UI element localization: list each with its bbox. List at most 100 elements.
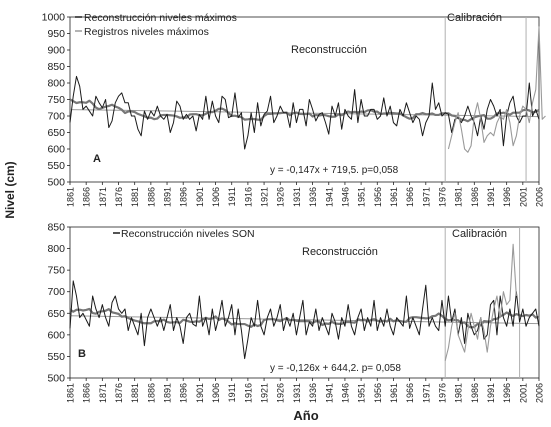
panel-b-x-tick-label: 1896	[179, 383, 189, 403]
panel-b-y-tick-label: 500	[47, 373, 65, 385]
panel-a-calibration-lines	[444, 17, 527, 182]
panel-b-x-tick-label: 2001	[518, 383, 528, 403]
panel-a-x-tick-label: 2006	[535, 187, 545, 207]
panel-a-chart: 500 550 600 650 700 750 800 850 900 950 1000 1861 1…	[42, 12, 546, 207]
panel-a-legend: Reconstrucción niveles máximos Registros…	[75, 12, 237, 38]
panel-a-y-tick-label: 700	[47, 111, 65, 123]
panel-a-y-tick-label: 950	[47, 28, 65, 40]
panel-a-records-line	[447, 26, 546, 153]
panel-a-x-tick-label: 1956	[373, 187, 383, 207]
panel-b-x-tick-label: 1876	[114, 383, 124, 403]
panel-a-y-tick-label: 850	[47, 61, 65, 73]
panel-a-x-tick-label: 1996	[502, 187, 512, 207]
panel-b-calibration-label: Calibración	[452, 228, 507, 240]
panel-b-x-tick-label: 1961	[389, 383, 399, 403]
panel-a-x-tick-label: 1946	[340, 187, 350, 207]
panel-a-legend-label-1: Reconstrucción niveles máximos	[84, 12, 237, 24]
panel-a-y-tick-label: 600	[47, 144, 65, 156]
panel-b-letter-label: B	[78, 348, 86, 360]
panel-b-y-tick-label: 600	[47, 329, 65, 341]
panel-a-x-ticks: 1861 1866 1871 1876 1881 1886 1891 1896 1901 1906…	[66, 182, 545, 207]
panel-a-y-tick-label: 800	[47, 78, 65, 90]
panel-b-x-tick-label: 2006	[535, 383, 545, 403]
panel-a-y-tick-label: 750	[47, 94, 65, 106]
panel-a-series	[69, 26, 546, 153]
panel-a-x-tick-label: 1881	[130, 187, 140, 207]
panel-b-legend: Reconstrucción niveles SON	[113, 228, 255, 240]
panel-b-chart: 500 550 600 650 700 750 800 850 1861 1866 1871 187…	[47, 222, 544, 404]
panel-a-plot-area	[69, 16, 540, 183]
panel-b-y-tick-label: 650	[47, 308, 65, 320]
panel-b-x-tick-label: 1881	[130, 383, 140, 403]
panel-b-calibration-lines	[444, 227, 521, 378]
panel-a-x-tick-label: 1861	[66, 187, 76, 207]
panel-b-x-tick-label: 1986	[470, 383, 480, 403]
panel-b-y-tick-label: 850	[47, 222, 65, 234]
panel-a-x-tick-label: 1961	[389, 187, 399, 207]
panel-b-x-tick-label: 1936	[308, 383, 318, 403]
panel-a-x-tick-label: 1891	[163, 187, 173, 207]
panel-b-y-tick-label: 550	[47, 351, 65, 363]
panel-a-x-tick-label: 1951	[357, 187, 367, 207]
panel-b-x-tick-label: 1931	[292, 383, 302, 403]
panel-a-x-tick-label: 1896	[179, 187, 189, 207]
panel-a-legend-label-2: Registros niveles máximos	[84, 26, 209, 38]
panel-b-x-tick-label: 1891	[163, 383, 173, 403]
panel-b-x-tick-label: 1861	[66, 383, 76, 403]
panel-a-y-tick-label: 650	[47, 127, 65, 139]
panel-a-y-ticks: 500 550 600 650 700 750 800 850 900 950 1000	[42, 12, 70, 189]
panel-b-y-ticks: 500 550 600 650 700 750 800 850	[47, 222, 70, 385]
panel-a-y-tick-label: 900	[47, 45, 65, 57]
panel-b-x-tick-label: 1901	[195, 383, 205, 403]
panel-a-x-tick-label: 1991	[486, 187, 496, 207]
panel-a-x-tick-label: 1966	[405, 187, 415, 207]
panel-a-x-tick-label: 1901	[195, 187, 205, 207]
panel-b-series	[69, 243, 540, 361]
panel-a-y-tick-label: 1000	[42, 12, 66, 24]
panel-a-x-tick-label: 2001	[518, 187, 528, 207]
panel-a-y-tick-label: 500	[47, 177, 65, 189]
panel-a-x-tick-label: 1936	[308, 187, 318, 207]
panel-b-x-tick-label: 1886	[146, 383, 156, 403]
panel-a-letter-label: A	[93, 153, 101, 165]
panel-a-x-tick-label: 1931	[292, 187, 302, 207]
panel-b-x-tick-label: 1966	[405, 383, 415, 403]
panel-a-x-tick-label: 1976	[437, 187, 447, 207]
panel-b-x-tick-label: 1981	[454, 383, 464, 403]
panel-b-y-tick-label: 800	[47, 243, 65, 255]
panel-b-y-tick-label: 700	[47, 286, 65, 298]
panel-a-x-tick-label: 1986	[470, 187, 480, 207]
panel-a-x-tick-label: 1866	[82, 187, 92, 207]
panel-a-calibration-label: Calibración	[447, 12, 502, 24]
panel-b-x-tick-label: 1871	[98, 383, 108, 403]
panel-b-legend-label-1: Reconstrucción niveles SON	[121, 228, 255, 240]
panel-a-x-tick-label: 1926	[276, 187, 286, 207]
panel-a-x-tick-label: 1971	[421, 187, 431, 207]
panel-b-reconstruction-line	[69, 280, 540, 360]
panel-a-x-tick-label: 1921	[260, 187, 270, 207]
panel-b-x-tick-label: 1911	[227, 383, 237, 402]
panel-a-reconstruction-line	[69, 75, 540, 150]
panel-a-x-tick-label: 1941	[324, 187, 334, 207]
panel-b-x-tick-label: 1906	[211, 383, 221, 403]
panel-a-reconstruction-label: Reconstrucción	[291, 44, 367, 56]
panel-b-plot-area	[69, 226, 540, 379]
panel-b-reconstruction-label: Reconstrucción	[302, 246, 378, 258]
shared-x-axis-label: Año	[293, 408, 318, 423]
panel-a-x-tick-label: 1886	[146, 187, 156, 207]
panel-b-y-tick-label: 750	[47, 265, 65, 277]
panel-b-records-line	[444, 243, 517, 361]
panel-b-x-tick-label: 1991	[486, 383, 496, 403]
panel-b-x-tick-label: 1951	[357, 383, 367, 403]
panel-b-regression-equation: y = -0,126x + 644,2. p= 0,058	[270, 363, 401, 374]
panel-a-x-tick-label: 1911	[227, 187, 237, 206]
panel-a-x-tick-label: 1916	[243, 187, 253, 207]
panel-a-x-tick-label: 1981	[454, 187, 464, 207]
panel-b-x-tick-label: 1916	[243, 383, 253, 403]
shared-y-axis-label: Nivel (cm)	[3, 161, 17, 218]
panel-b-x-tick-label: 1946	[340, 383, 350, 403]
panel-a-x-tick-label: 1876	[114, 187, 124, 207]
panel-a-y-tick-label: 550	[47, 160, 65, 172]
panel-b-x-tick-label: 1921	[260, 383, 270, 403]
